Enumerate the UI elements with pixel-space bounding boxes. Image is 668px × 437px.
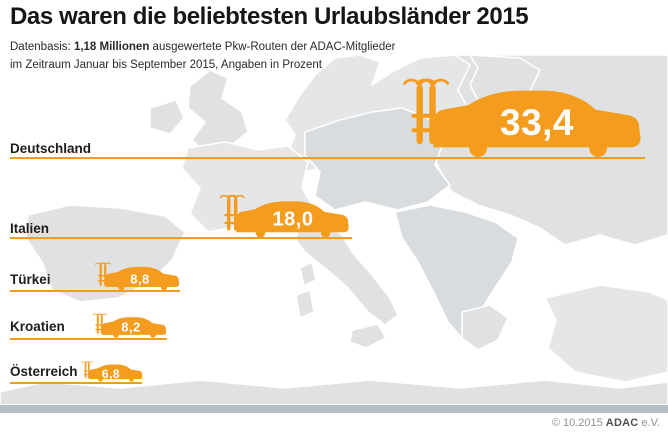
baseline-kroatien: [10, 338, 167, 340]
subtitle-rest: ausgewertete Pkw-Routen der ADAC-Mitglie…: [149, 41, 396, 53]
value-tuerkei: 8,8: [130, 271, 150, 287]
country-label-italien: Italien: [10, 221, 50, 236]
subtitle-line-2: im Zeitraum Januar bis September 2015, A…: [10, 59, 322, 71]
baseline-tuerkei: [10, 290, 180, 292]
country-label-deutschland: Deutschland: [10, 141, 92, 156]
subtitle-database-count: 1,18 Millionen: [73, 41, 150, 53]
map-turkey: [544, 284, 668, 383]
map-sicily: [349, 323, 387, 349]
credit-date: © 10.2015: [551, 417, 606, 429]
map-central-europe: [304, 107, 451, 211]
baseline-deutschland: [10, 157, 645, 159]
source-credit: © 10.2015 ADAC e.V.: [552, 417, 660, 429]
country-label-tuerkei: Türkei: [10, 272, 51, 287]
map-great-britain: [187, 69, 249, 153]
baseline-oesterreich: [10, 382, 142, 384]
country-label-oesterreich: Österreich: [10, 364, 78, 379]
value-italien: 18,0: [272, 208, 314, 231]
map-greece: [461, 304, 509, 351]
map-north-africa: [0, 379, 668, 406]
map-sardinia: [295, 289, 315, 319]
credit-suffix: e.V.: [638, 417, 660, 429]
footer-bar: [0, 405, 668, 413]
map-ireland: [149, 99, 185, 135]
subtitle-prefix: Datenbasis:: [10, 41, 74, 53]
value-deutschland: 33,4: [499, 102, 575, 143]
map-balkans: [394, 204, 519, 339]
country-label-kroatien: Kroatien: [10, 319, 65, 334]
map-corsica: [299, 261, 317, 287]
credit-brand: ADAC: [605, 417, 639, 429]
page-title: Das waren die beliebtesten Urlaubsländer…: [10, 3, 529, 30]
subtitle-line-1: Datenbasis: 1,18 Millionen ausgewertete …: [10, 41, 395, 53]
value-oesterreich: 6,8: [101, 367, 121, 381]
value-kroatien: 8,2: [121, 319, 141, 335]
baseline-italien: [10, 237, 352, 239]
